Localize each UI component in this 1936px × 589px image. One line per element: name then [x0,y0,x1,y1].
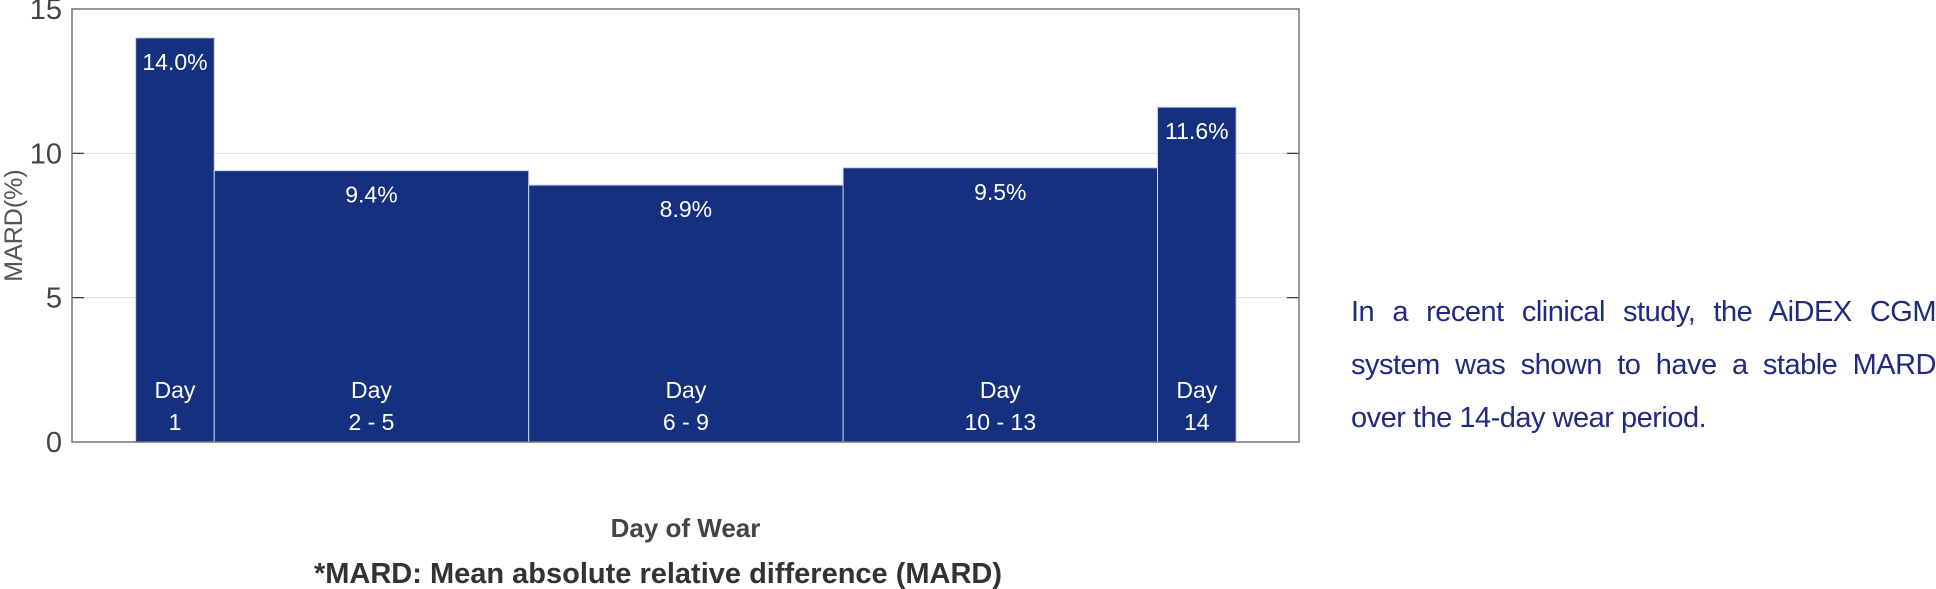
bar-value-label: 9.4% [345,182,397,208]
bar-category-label: 10 - 13 [965,409,1037,435]
bar-category-label: Day [665,377,706,403]
bar-category-label: Day [155,377,196,403]
bar [842,167,1159,443]
bar [135,37,215,443]
bar-category-label: 14 [1184,409,1210,435]
bar-value-label: 11.6% [1165,118,1229,144]
bar [528,184,844,443]
bar-value-label: 8.9% [660,196,712,222]
y-tick-label: 15 [30,0,62,26]
bar [213,170,530,443]
footnote: *MARD: Mean absolute relative difference… [314,558,1002,589]
bar-category-label: Day [351,377,392,403]
bar-value-label: 9.5% [974,179,1026,205]
plot-frame [71,8,1300,443]
bar-category-label: 6 - 9 [663,409,709,435]
y-axis-label: MARD(%) [0,169,28,282]
bar-category-label: 1 [169,409,182,435]
y-tick-label: 0 [46,427,62,459]
y-tick-label: 5 [46,283,62,315]
bar-value-label: 14.0% [142,49,207,75]
bar-category-label: 2 - 5 [348,409,394,435]
bar [1157,106,1237,443]
bar-category-label: Day [1176,377,1217,403]
study-description: In a recent clinical study, the AiDEX CG… [1351,296,1936,434]
bar-category-label: Day [980,377,1021,403]
y-tick-label: 10 [30,138,62,170]
x-axis-label: Day of Wear [611,513,761,543]
